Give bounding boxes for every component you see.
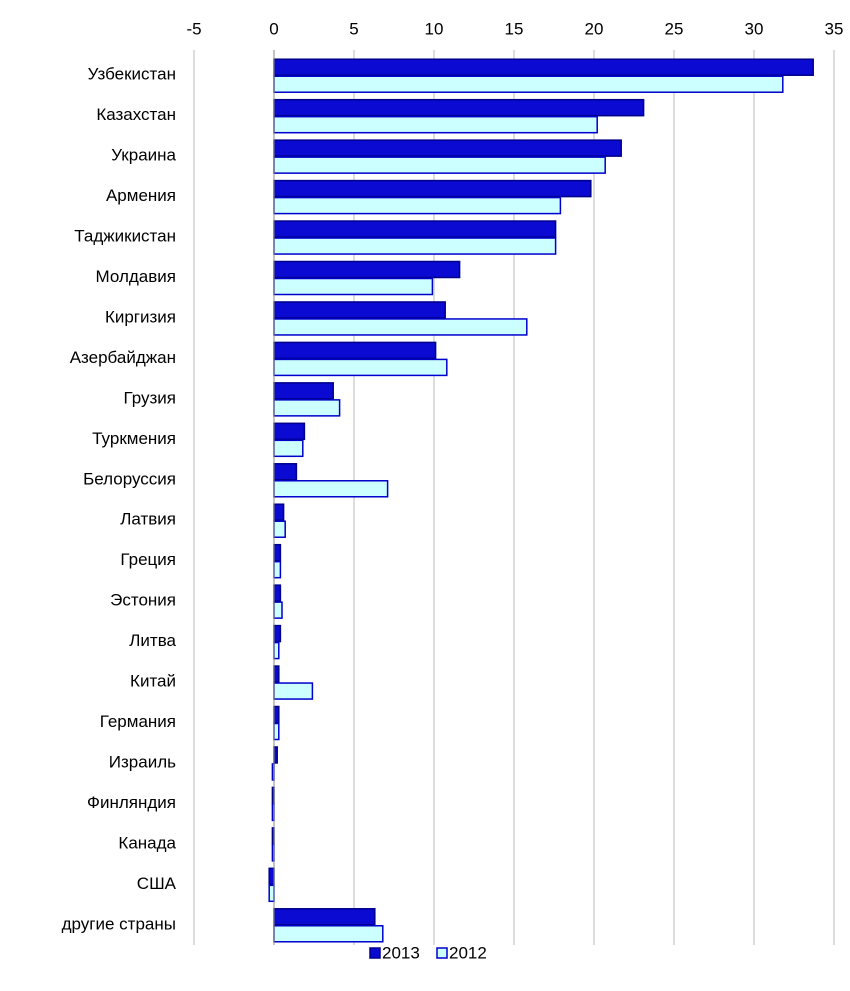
bar	[273, 560, 282, 579]
bar	[273, 624, 282, 643]
x-tick-label: 30	[745, 19, 764, 38]
bar	[273, 463, 298, 481]
bar	[273, 58, 814, 76]
bar	[273, 601, 283, 619]
legend-label: 2013	[382, 943, 420, 962]
x-tick-label: 5	[349, 19, 358, 38]
bar	[273, 399, 341, 417]
bar	[273, 75, 784, 93]
bar	[268, 867, 275, 886]
x-tick-label: 10	[425, 19, 444, 38]
y-tick-label: Канада	[118, 833, 176, 852]
y-tick-label: Киргизия	[105, 307, 176, 326]
x-tick-label: 15	[505, 19, 524, 38]
bar	[273, 722, 280, 741]
bar	[273, 260, 461, 279]
y-tick-label: Грузия	[123, 388, 176, 407]
y-tick-label: Латвия	[120, 510, 176, 529]
bar	[273, 422, 306, 441]
bar	[273, 156, 606, 174]
bar	[268, 884, 275, 903]
bar	[273, 682, 314, 700]
y-tick-label: Казахстан	[96, 105, 176, 124]
y-tick-label: Украина	[111, 146, 176, 165]
bar	[273, 520, 286, 538]
y-tick-label: Азербайджан	[70, 348, 176, 367]
y-tick-label: Финляндия	[87, 793, 176, 812]
bar	[273, 358, 448, 377]
y-tick-label: Эстония	[110, 591, 176, 610]
x-tick-label: 35	[825, 19, 844, 38]
y-tick-label: Германия	[100, 712, 176, 731]
legend-swatch	[369, 947, 381, 959]
bar	[273, 196, 562, 215]
bar	[273, 277, 434, 296]
x-tick-label: 0	[269, 19, 278, 38]
bar	[273, 543, 282, 562]
bar	[273, 382, 334, 400]
bar	[273, 480, 389, 498]
legend-swatch	[436, 947, 448, 959]
bar	[273, 503, 285, 521]
y-tick-label: Израиль	[109, 752, 176, 771]
bar	[273, 237, 557, 255]
legend-label: 2012	[449, 943, 487, 962]
y-tick-label: Молдавия	[96, 267, 176, 286]
y-tick-label: Литва	[129, 631, 176, 650]
bar	[273, 341, 437, 360]
bar	[273, 584, 282, 602]
bar	[273, 301, 446, 319]
bar	[273, 98, 645, 117]
bar	[273, 220, 557, 238]
y-tick-label: Армения	[106, 186, 176, 205]
y-tick-label: США	[137, 874, 177, 893]
y-tick-label: Туркмения	[92, 429, 176, 448]
y-tick-label: Таджикистан	[74, 227, 176, 246]
y-tick-label: Греция	[120, 550, 176, 569]
y-tick-label: Узбекистан	[88, 65, 176, 84]
x-tick-label: -5	[186, 19, 201, 38]
bar	[273, 925, 384, 943]
x-tick-label: 20	[585, 19, 604, 38]
bar	[273, 439, 304, 458]
y-tick-label: Китай	[130, 672, 176, 691]
bar	[273, 115, 598, 134]
bar	[273, 665, 280, 683]
bar	[273, 908, 376, 926]
x-tick-label: 25	[665, 19, 684, 38]
bar	[273, 641, 280, 660]
bar	[273, 179, 592, 198]
bar	[273, 705, 280, 724]
y-tick-label: Белоруссия	[83, 469, 176, 488]
bar	[273, 318, 528, 336]
y-tick-label: другие страны	[62, 914, 176, 933]
bar	[273, 139, 622, 157]
